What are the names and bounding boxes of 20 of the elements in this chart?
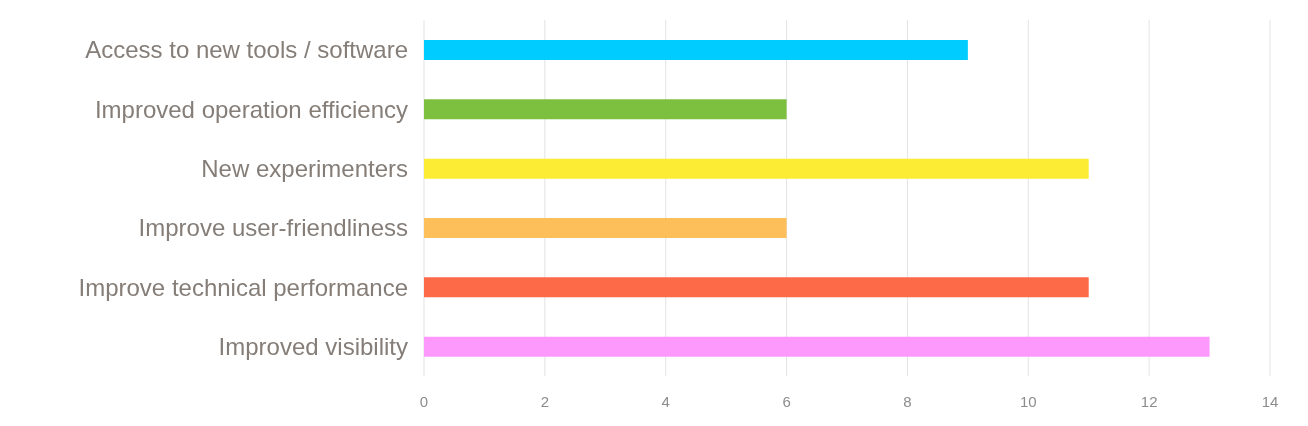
- bar: [424, 158, 1089, 179]
- x-tick-label: 6: [782, 392, 791, 410]
- bar: [424, 218, 787, 238]
- y-tick-label: Improved operation efficiency: [94, 95, 408, 123]
- x-tick-label: 2: [540, 392, 550, 410]
- bar: [424, 99, 787, 120]
- bar: [424, 277, 1089, 298]
- x-tick-label: 0: [419, 392, 429, 410]
- bar: [424, 336, 1210, 357]
- y-tick-label: Improved visibility: [218, 332, 408, 360]
- y-tick-label: Access to new tools / software: [85, 36, 408, 64]
- y-tick-label: Improve technical performance: [78, 273, 408, 301]
- bar: [424, 40, 968, 60]
- x-tick-label: 4: [661, 392, 670, 410]
- y-tick-label: Improve user-friendliness: [138, 214, 408, 242]
- y-tick-label: New experimenters: [201, 154, 408, 182]
- x-tick-label: 12: [1140, 392, 1158, 410]
- x-tick-label: 8: [903, 392, 912, 410]
- x-tick-label: 10: [1019, 392, 1037, 410]
- x-tick-label: 14: [1261, 392, 1279, 410]
